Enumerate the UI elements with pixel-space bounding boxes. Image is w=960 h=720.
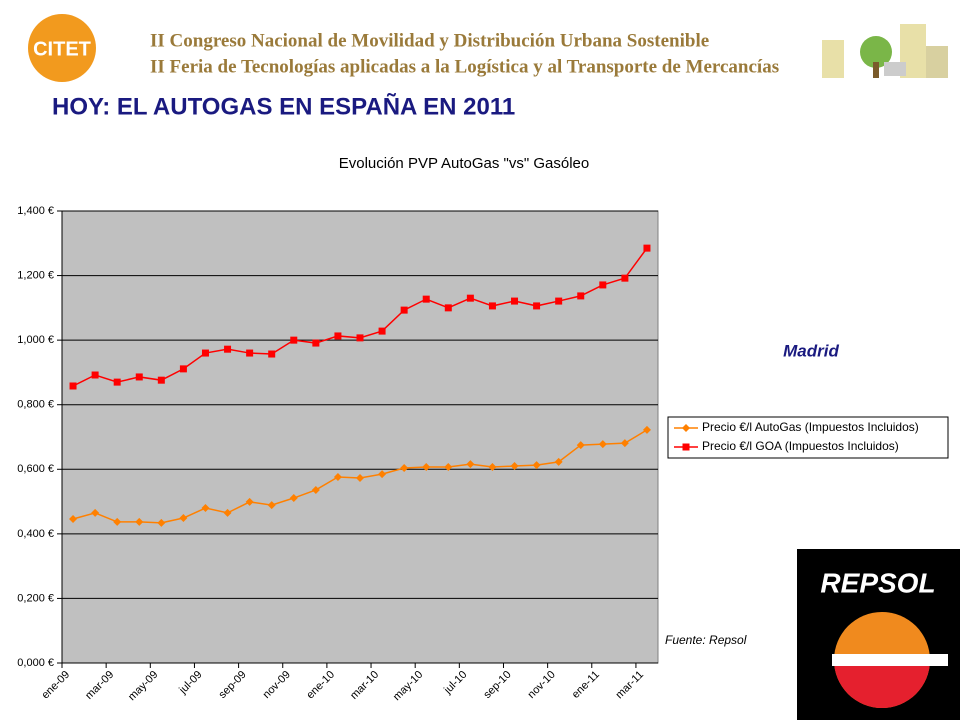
marker [91, 508, 100, 517]
marker [488, 302, 496, 310]
header-line: II Congreso Nacional de Movilidad y Dist… [150, 30, 709, 51]
x-tick-label: may-09 [126, 669, 160, 703]
marker [422, 295, 430, 303]
marker [290, 336, 298, 344]
x-tick-label: nov-10 [526, 669, 558, 701]
marker [91, 371, 99, 379]
marker [511, 297, 519, 305]
x-tick-label: ene-11 [570, 669, 602, 701]
marker [179, 365, 187, 373]
marker [378, 470, 387, 479]
y-tick-label: 1,000 € [17, 334, 54, 346]
marker [157, 376, 165, 384]
chart-title: Evolución PVP AutoGas "vs" Gasóleo [339, 155, 590, 172]
marker [312, 339, 320, 347]
marker [69, 382, 77, 390]
marker [554, 457, 563, 466]
marker [510, 462, 519, 471]
marker [466, 460, 475, 469]
marker [577, 292, 585, 300]
marker [333, 473, 342, 482]
x-tick-label: mar-09 [83, 669, 116, 702]
marker [113, 517, 122, 526]
marker [179, 514, 188, 523]
y-tick-label: 0,400 € [17, 528, 54, 540]
source: Fuente: Repsol [665, 633, 747, 647]
marker [267, 501, 276, 510]
marker [289, 494, 298, 503]
marker [113, 378, 121, 386]
marker [466, 294, 474, 302]
marker [246, 349, 254, 357]
x-tick-label: nov-09 [261, 669, 293, 701]
slide-title: HOY: EL AUTOGAS EN ESPAÑA EN 2011 [52, 92, 515, 120]
marker [201, 504, 210, 513]
marker [135, 373, 143, 381]
marker [157, 518, 166, 527]
y-tick-label: 0,000 € [17, 657, 54, 669]
legend-marker [682, 443, 690, 451]
marker [245, 497, 254, 506]
marker [488, 463, 497, 472]
marker [444, 304, 452, 312]
marker [621, 274, 629, 282]
marker [224, 345, 232, 353]
marker [135, 517, 144, 526]
x-tick-label: mar-11 [614, 669, 647, 702]
legend-label: Precio €/l AutoGas (Impuestos Incluidos) [702, 420, 919, 434]
x-tick-label: jul-09 [176, 669, 204, 697]
y-tick-label: 0,800 € [17, 399, 54, 411]
marker [400, 306, 408, 314]
marker [444, 463, 453, 472]
marker [422, 463, 431, 472]
x-tick-label: sep-10 [481, 669, 513, 701]
y-tick-label: 1,400 € [17, 205, 54, 217]
marker [223, 508, 232, 517]
marker [69, 515, 78, 524]
logo-text: REPSOL [820, 567, 935, 598]
y-tick-label: 0,200 € [17, 592, 54, 604]
marker [268, 350, 276, 358]
legend-label: Precio €/l GOA (Impuestos Incluidos) [702, 439, 899, 453]
y-tick-label: 1,200 € [17, 269, 54, 281]
x-tick-label: sep-09 [216, 669, 248, 701]
marker [620, 439, 629, 448]
legend-box [667, 416, 949, 459]
x-tick-label: ene-10 [304, 669, 337, 702]
plot-area [61, 210, 659, 664]
marker [555, 297, 563, 305]
repsol-logo: REPSOL [797, 549, 960, 720]
marker [599, 281, 607, 289]
city-icon [822, 24, 948, 78]
marker [201, 349, 209, 357]
region-label: Madrid [783, 341, 839, 360]
marker [400, 463, 409, 472]
marker [356, 474, 364, 483]
marker [334, 332, 342, 340]
logo-circle [28, 14, 96, 82]
legend-marker [682, 424, 690, 432]
marker [311, 485, 320, 494]
header-line: II Feria de Tecnologías aplicadas a la L… [150, 56, 779, 77]
marker [576, 441, 585, 450]
marker [642, 425, 651, 434]
x-tick-label: may-10 [391, 669, 425, 703]
marker [643, 244, 651, 252]
x-tick-label: jul-10 [441, 669, 469, 697]
marker [598, 440, 607, 449]
marker [378, 327, 386, 335]
marker [356, 334, 364, 342]
x-tick-label: mar-10 [348, 669, 381, 702]
marker [532, 461, 541, 470]
logo-text: CITET [33, 38, 91, 60]
marker [533, 302, 541, 310]
y-tick-label: 0,600 € [17, 463, 54, 475]
x-tick-label: ene-09 [39, 669, 72, 702]
